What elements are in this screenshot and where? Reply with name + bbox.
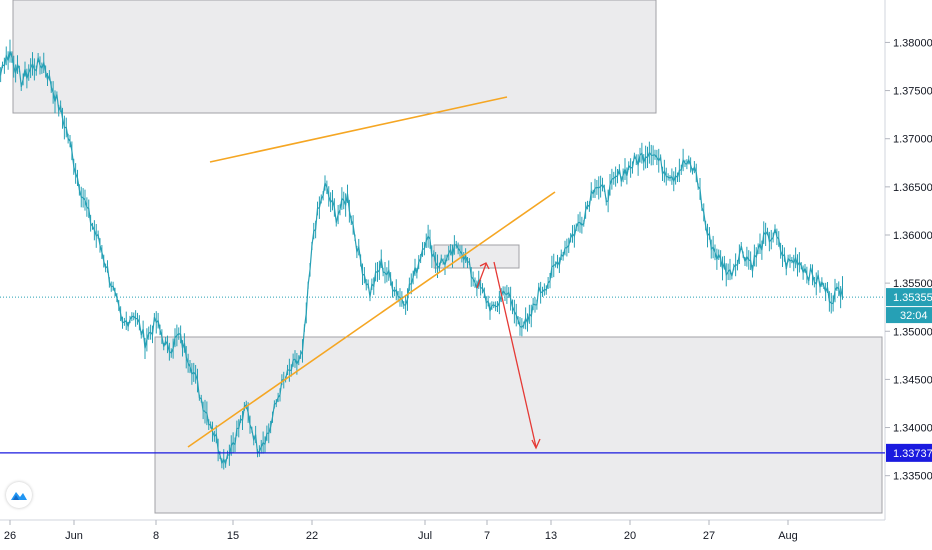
x-tick-label: 22 xyxy=(306,530,318,542)
price-series-line[interactable] xyxy=(0,28,844,466)
y-tick-label: 1.34500 xyxy=(893,374,932,386)
x-tick-label: Jul xyxy=(418,530,432,542)
support-price-label: 1.33737 xyxy=(893,448,932,460)
y-tick-label: 1.36500 xyxy=(893,182,932,194)
logo-mark xyxy=(11,492,27,500)
supply-zone-top[interactable] xyxy=(12,0,657,114)
x-tick-label: Aug xyxy=(778,530,798,542)
x-tick-label: 13 xyxy=(545,530,557,542)
y-tick-label: 1.36000 xyxy=(893,230,932,242)
y-tick-label: 1.38000 xyxy=(893,37,932,49)
x-tick-label: 26 xyxy=(4,530,16,542)
x-tick-label: 8 xyxy=(153,530,159,542)
hlines-layer xyxy=(0,296,885,454)
y-tick-label: 1.37500 xyxy=(893,86,932,98)
y-tick-label: 1.34000 xyxy=(893,423,932,435)
lower-trendline[interactable] xyxy=(187,191,556,448)
y-tick-label: 1.35000 xyxy=(893,326,932,338)
tradingview-logo-icon[interactable] xyxy=(6,482,32,508)
current-price-label: 1.35355 xyxy=(893,292,932,304)
y-tick-label: 1.37000 xyxy=(893,134,932,146)
zones-layer xyxy=(12,0,883,514)
drawings-layer xyxy=(187,96,556,450)
demand-zone-bottom[interactable] xyxy=(154,336,883,514)
projection-main-arrow[interactable] xyxy=(493,261,537,448)
countdown-label: 32:04 xyxy=(900,310,928,322)
y-tick-label: 1.33500 xyxy=(893,471,932,483)
projection-small-arrow-head xyxy=(479,262,490,270)
x-tick-label: 15 xyxy=(227,530,239,542)
support-price-tag xyxy=(886,443,932,462)
x-tick-label: Jun xyxy=(65,530,83,542)
y-tick-label: 1.35500 xyxy=(893,278,932,290)
price-tags-layer: 1.35355 32:04 1.33737 xyxy=(886,288,932,462)
x-tick-label: 7 xyxy=(484,530,490,542)
upper-trendline[interactable] xyxy=(209,96,508,163)
projection-small-arrow[interactable] xyxy=(476,263,487,289)
countdown-tag xyxy=(886,307,932,324)
current-price-tag xyxy=(886,288,932,307)
price-layer xyxy=(0,28,844,470)
projection-main-arrow-head xyxy=(531,438,541,450)
x-tick-label: 20 xyxy=(624,530,636,542)
x-tick-label: 27 xyxy=(703,530,715,542)
